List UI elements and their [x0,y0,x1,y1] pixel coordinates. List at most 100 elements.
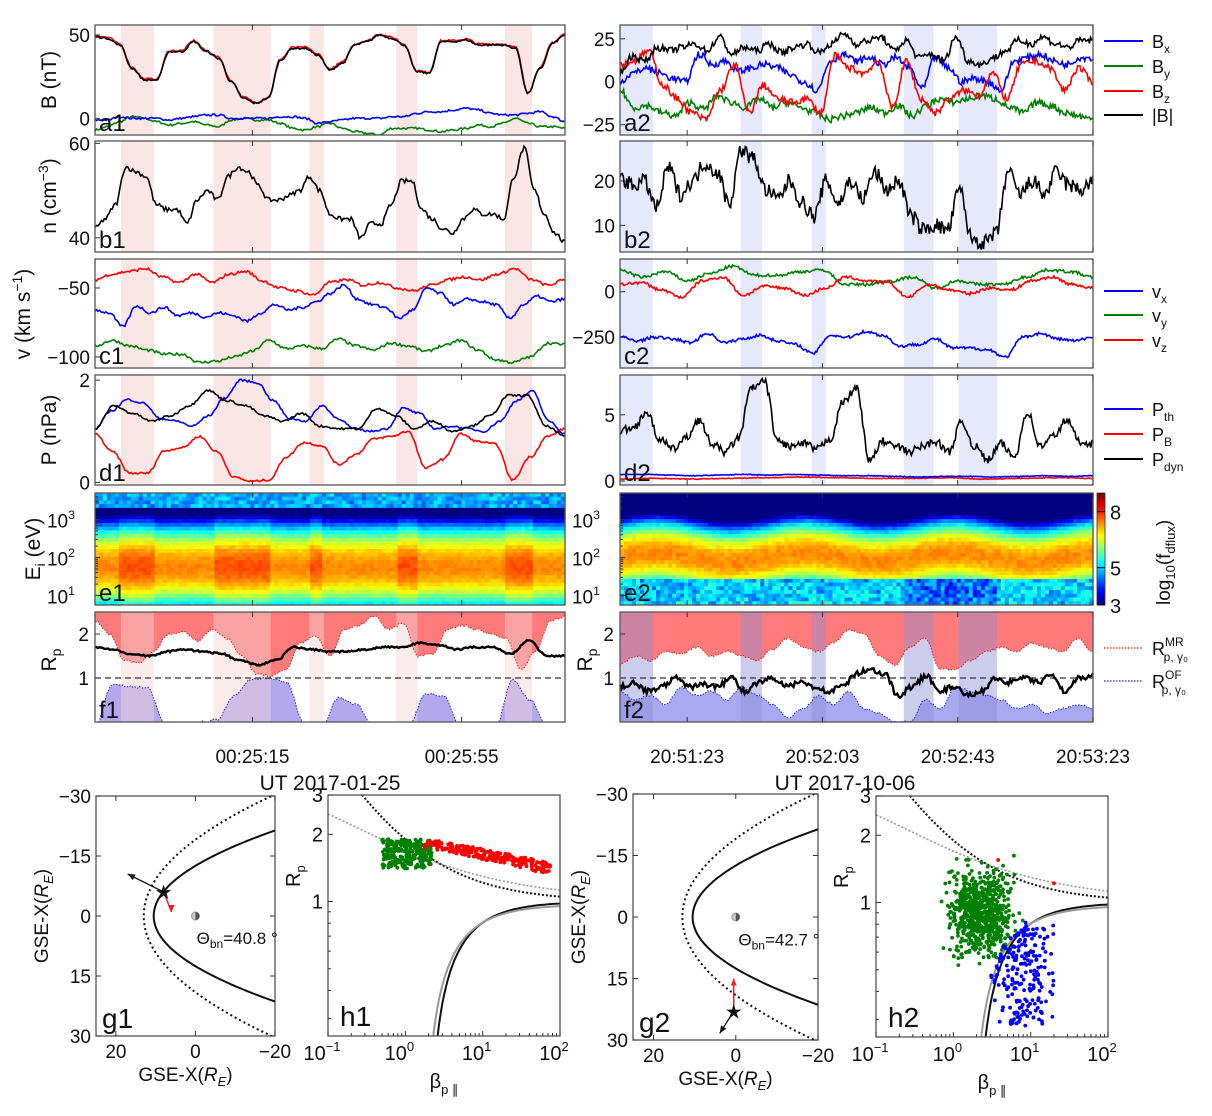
spectrogram-cell [525,500,530,505]
y-tick-label: −100 [47,348,90,369]
spectrogram-cell [549,507,554,513]
spectrogram-cell [517,563,522,569]
spectrogram-cell [322,586,327,591]
spectrogram-cell [146,560,152,565]
spectrogram-cell [513,601,518,606]
spectrogram-cell [541,541,546,546]
spectrogram-cell [238,500,243,505]
spectrogram-cell [286,578,291,584]
spectrogram-cell [525,519,530,524]
spectrogram-cell [712,493,717,498]
spectrogram-cell [138,560,144,565]
spectrogram-cell [473,500,478,505]
spectrogram-cell [258,515,263,520]
spectrogram-cell [353,537,359,543]
spectrogram-cell [294,493,299,498]
spectrogram-cell [154,556,160,561]
spectrogram-cell [270,556,275,561]
spectrogram-cell [401,545,407,550]
spectrogram-cell [624,549,629,554]
spectrogram-cell [696,496,701,501]
spectrogram-cell [409,552,415,557]
spectrogram-cell [206,597,212,602]
spectrogram-cell [640,552,645,557]
spectrogram-cell [361,590,367,595]
spectrogram-cell [684,556,689,561]
spectrogram-cell [640,519,645,524]
spectrogram-cell [708,590,713,595]
spectrogram-cell [254,511,259,516]
spectrogram-cell [198,567,204,572]
spectrogram-cell [294,597,299,602]
spectrogram-cell [708,563,713,569]
spectrogram-cell [445,511,451,516]
spectrogram-cell [226,571,231,576]
spectrogram-cell [310,593,315,599]
spectrogram-cell [373,522,379,528]
spectrogram-cell [696,552,701,557]
spectrogram-cell [166,552,172,557]
spectrogram-cell [557,582,562,587]
spectrogram-cell [477,511,482,516]
spectrogram-cell [194,597,200,602]
spectrogram-cell [405,493,411,498]
spectrogram-cell [326,515,331,520]
spectrogram-cell [620,601,625,606]
spectrogram-cell [648,511,653,516]
spectrogram-cell [174,563,180,569]
spectrogram-cell [274,582,279,587]
spectrogram-cell [760,496,765,501]
spectrogram-cell [234,515,239,520]
spectrogram-cell [341,582,347,587]
spectrogram-cell [445,549,451,554]
spectrogram-cell [250,530,255,535]
spectrogram-cell [114,496,120,501]
spectrogram-cell [385,534,391,539]
spectrogram-cell [441,511,447,516]
spectrogram-cell [752,545,757,550]
spectrogram-cell [186,590,192,595]
spectrogram-cell [445,493,451,498]
spectrogram-cell [154,522,160,528]
spectrogram-cell [497,567,502,572]
spectrogram-cell [242,582,247,587]
spectrogram-cell [473,601,478,606]
spectrogram-cell [549,496,554,501]
spectrogram-cell [648,582,653,587]
spectrogram-cell [282,515,287,520]
spectrogram-cell [780,571,785,576]
series-line-Pth [620,473,1093,479]
spectrogram-cell [692,563,697,569]
spectrogram-cell [298,519,303,524]
spectrogram-cell [310,493,315,498]
spectrogram-cell [445,526,451,531]
spectrogram-cell [150,534,156,539]
spectrogram-cell [377,582,383,587]
spectrogram-cell [238,522,243,528]
spectrogram-cell [130,541,136,546]
spectrogram-cell [210,575,216,580]
spectrogram-cell [656,575,661,580]
spectrogram-cell [142,549,148,554]
spectrogram-cell [485,578,490,584]
spectrogram-cell [660,567,665,572]
spectrogram-cell [776,500,781,505]
spectrogram-cell [278,515,283,520]
spectrogram-cell [764,597,769,602]
spectrogram-cell [724,586,729,591]
spectrogram-cell [780,541,785,546]
spectrogram-cell [334,578,339,584]
spectrogram-cell [748,549,753,554]
spectrogram-cell [772,582,777,587]
spectrogram-cell [298,563,303,569]
spectrogram-cell [170,507,176,513]
spectrogram-cell [433,504,439,509]
spectrogram-cell [377,571,383,576]
spectrogram-cell [99,567,104,572]
spectrogram-cell [202,534,208,539]
spectrogram-cell [557,515,562,520]
spectrogram-cell [409,507,415,513]
spectrogram-cell [557,541,562,546]
spectrogram-cell [744,534,749,539]
